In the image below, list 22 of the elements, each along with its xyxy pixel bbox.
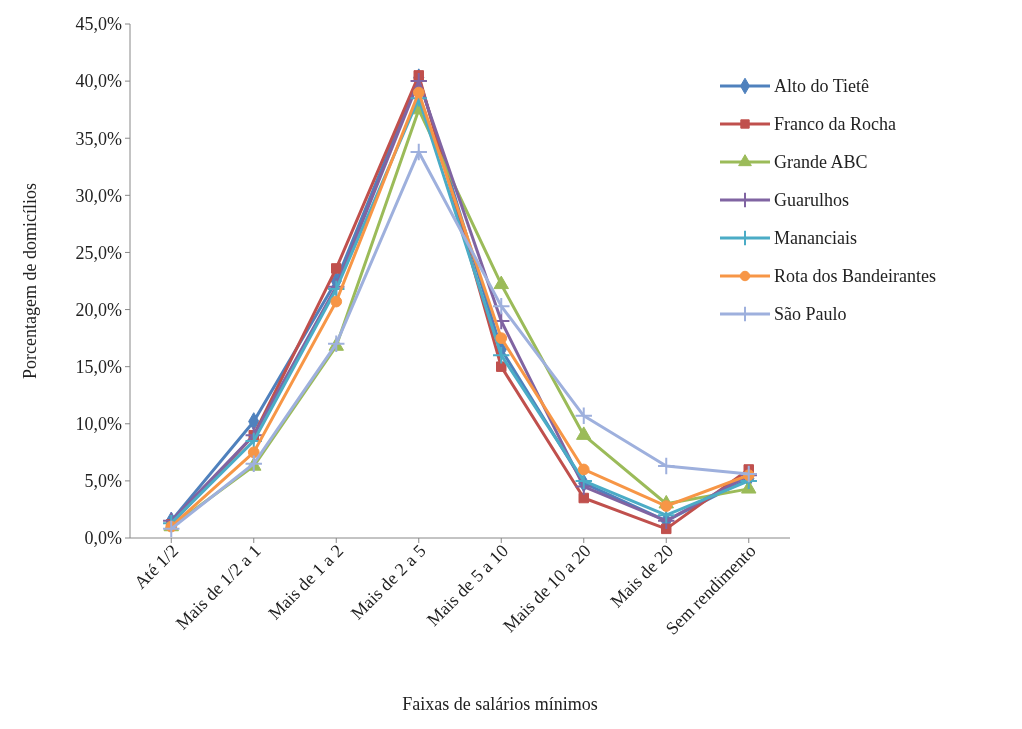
y-tick-label: 0,0%	[84, 528, 122, 549]
y-tick-label: 20,0%	[75, 299, 122, 320]
x-tick-label: Até 1/2	[130, 540, 183, 593]
legend-label: Franco da Rocha	[774, 114, 896, 135]
legend-label: Alto do Tietê	[774, 76, 870, 97]
y-tick-label: 10,0%	[75, 414, 122, 435]
y-axis-title: Porcentagem de domicílios	[20, 183, 40, 379]
legend-label: Guarulhos	[774, 190, 849, 211]
legend-label: São Paulo	[774, 304, 847, 325]
y-tick-label: 40,0%	[75, 71, 122, 92]
y-tick-label: 35,0%	[75, 128, 122, 149]
x-tick-label: Mais de 20	[606, 540, 678, 612]
y-tick-label: 25,0%	[75, 242, 122, 263]
legend-label: Rota dos Bandeirantes	[774, 266, 936, 287]
y-tick-label: 30,0%	[75, 185, 122, 206]
legend-label: Mananciais	[774, 228, 857, 249]
y-tick-label: 45,0%	[75, 14, 122, 35]
y-tick-label: 5,0%	[84, 471, 122, 492]
x-tick-label: Mais de 1 a 2	[264, 540, 348, 624]
legend-label: Grande ABC	[774, 152, 868, 173]
y-tick-label: 15,0%	[75, 356, 122, 377]
x-axis-title: Faixas de salários mínimos	[402, 694, 598, 714]
